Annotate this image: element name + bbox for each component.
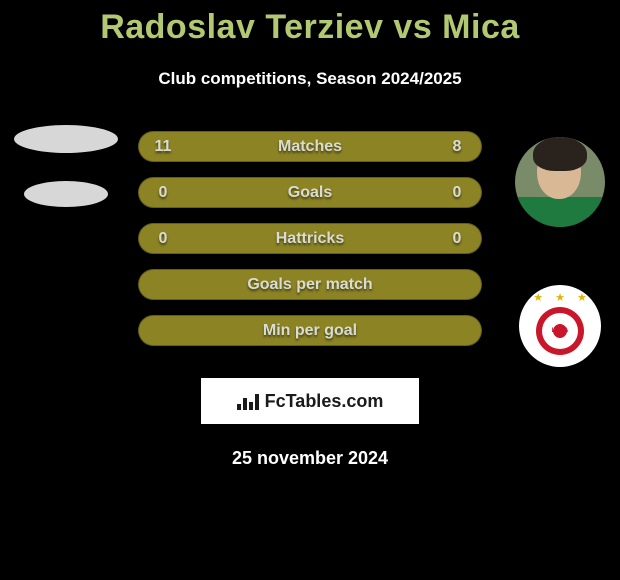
right-player-column: ★ ★ ★ ЦСКА (510, 137, 610, 367)
icon-bar (255, 394, 259, 410)
stat-left-value: 11 (153, 138, 173, 156)
stat-right-value: 0 (447, 230, 467, 248)
stat-left-value: 0 (153, 230, 173, 248)
icon-bar (249, 402, 253, 410)
brand-badge[interactable]: FcTables.com (201, 378, 419, 424)
comparison-card: Radoslav Terziev vs Mica Club competitio… (0, 0, 620, 469)
stat-rows: 11Matches80Goals00Hattricks0Goals per ma… (138, 131, 482, 346)
star-icon: ★ (533, 291, 543, 304)
stat-label: Hattricks (173, 230, 447, 248)
photo-hair-shape (533, 137, 587, 171)
stat-label: Goals (173, 184, 447, 202)
stat-right-value: 0 (447, 184, 467, 202)
content-area: ★ ★ ★ ЦСКА 11Matches80Goals00Hattricks0G… (0, 131, 620, 346)
star-icon: ★ (577, 291, 587, 304)
icon-bar (243, 398, 247, 410)
team-crest-placeholder (24, 181, 108, 207)
bar-chart-icon (237, 392, 259, 410)
photo-shirt-shape (515, 197, 605, 227)
stat-label: Matches (173, 138, 447, 156)
stat-left-value: 0 (153, 184, 173, 202)
crest-inner-ring: ЦСКА (542, 313, 578, 349)
stat-label: Min per goal (173, 322, 447, 340)
left-player-column (8, 125, 123, 207)
crest-label: ЦСКА (552, 328, 569, 334)
stat-row: 0Goals0 (138, 177, 482, 208)
stat-label: Goals per match (173, 276, 447, 294)
page-title: Radoslav Terziev vs Mica (0, 8, 620, 47)
crest-ring: ЦСКА (536, 307, 584, 355)
team-crest: ★ ★ ★ ЦСКА (519, 285, 601, 367)
player-photo-placeholder (14, 125, 118, 153)
icon-bar (237, 404, 241, 410)
stat-right-value: 8 (447, 138, 467, 156)
page-subtitle: Club competitions, Season 2024/2025 (0, 69, 620, 89)
crest-core: ЦСКА (548, 319, 572, 343)
stat-row: 11Matches8 (138, 131, 482, 162)
stat-row: 0Hattricks0 (138, 223, 482, 254)
stat-row: Min per goal (138, 315, 482, 346)
crest-stars: ★ ★ ★ (533, 291, 587, 304)
player-photo (515, 137, 605, 227)
stat-row: Goals per match (138, 269, 482, 300)
star-icon: ★ (555, 291, 565, 304)
brand-text: FcTables.com (265, 391, 384, 412)
footer-date: 25 november 2024 (0, 448, 620, 469)
